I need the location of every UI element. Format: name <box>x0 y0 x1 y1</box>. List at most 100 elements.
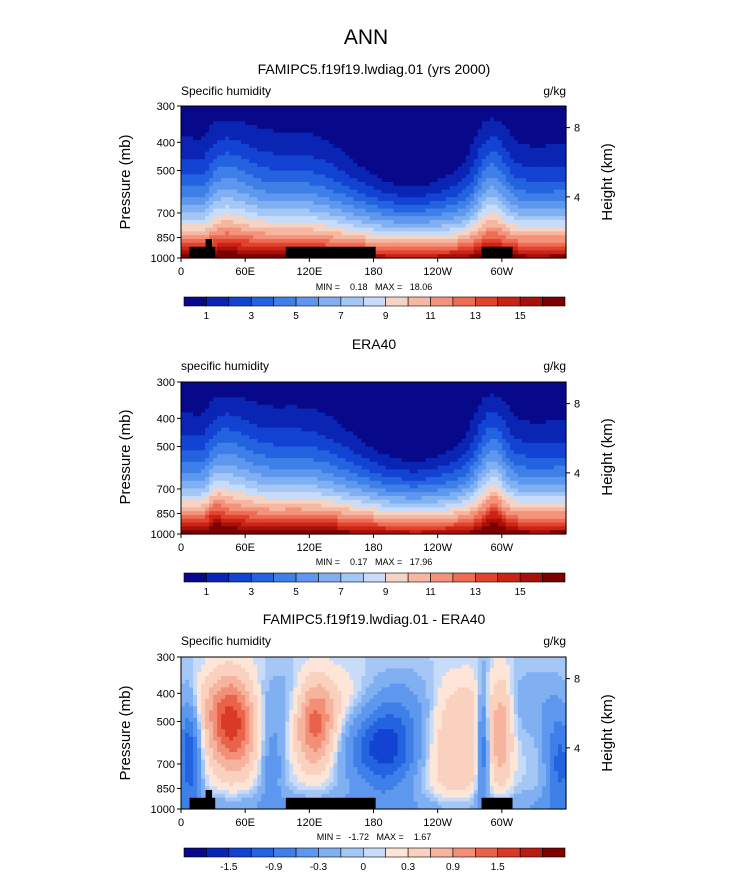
heat-cell <box>437 242 443 248</box>
heat-cell <box>537 412 543 417</box>
heat-cell <box>433 216 439 221</box>
heat-cell <box>385 163 391 168</box>
heat-cell <box>405 416 411 421</box>
heat-cell <box>441 216 447 221</box>
heat-cell <box>549 185 555 191</box>
heat-cell <box>465 420 471 425</box>
heat-cell <box>361 393 367 398</box>
heat-cell <box>437 151 443 156</box>
heat-cell <box>213 170 218 175</box>
heat-cell <box>297 185 302 191</box>
heat-cell <box>225 144 230 149</box>
heat-cell <box>305 144 310 149</box>
heat-cell <box>529 113 535 118</box>
heat-cell <box>469 109 475 115</box>
heat-cell <box>425 212 431 217</box>
heat-cell <box>341 132 347 137</box>
heat-cell <box>497 144 503 149</box>
heat-cell <box>557 109 563 115</box>
heat-cell <box>325 223 330 229</box>
heat-cell <box>217 151 222 156</box>
heat-cell <box>257 201 262 206</box>
heat-cell <box>229 201 234 206</box>
heat-cell <box>341 140 347 145</box>
heat-cell <box>445 239 451 244</box>
heat-cell <box>385 242 391 248</box>
heat-cell <box>241 132 246 137</box>
heat-cell <box>341 125 347 130</box>
heat-cell <box>453 178 459 183</box>
heat-cell <box>301 385 306 391</box>
heat-cell <box>305 132 310 137</box>
heat-cell <box>481 193 487 198</box>
heat-cell <box>417 382 423 387</box>
heat-cell <box>497 382 503 387</box>
heat-cell <box>417 113 423 118</box>
heat-cell <box>317 239 322 244</box>
heat-cell <box>401 250 407 255</box>
heat-cell <box>353 163 359 168</box>
heat-cell <box>265 420 270 425</box>
heat-cell <box>417 208 423 213</box>
heat-cell <box>429 250 435 255</box>
heat-cell <box>237 242 242 248</box>
heat-cell <box>421 208 427 213</box>
heat-cell <box>465 212 471 217</box>
heat-cell <box>541 189 547 194</box>
heat-cell <box>549 136 555 141</box>
heat-cell <box>301 235 306 240</box>
heat-cell <box>245 163 250 168</box>
heat-cell <box>201 242 206 248</box>
heat-cell <box>421 136 427 141</box>
heat-cell <box>305 155 310 160</box>
heat-cell <box>549 159 555 164</box>
heat-cell <box>405 197 411 202</box>
heat-cell <box>325 178 330 183</box>
heat-cell <box>205 109 210 115</box>
heat-cell <box>413 239 419 244</box>
heat-cell <box>253 185 258 191</box>
heat-cell <box>397 174 403 179</box>
heat-cell <box>485 163 491 168</box>
heat-cell <box>365 140 371 145</box>
heat-cell <box>469 197 475 202</box>
heat-cell <box>189 121 194 126</box>
heat-cell <box>369 174 375 179</box>
heat-cell <box>205 220 210 225</box>
heat-cell <box>497 235 503 240</box>
heat-cell <box>561 189 567 194</box>
heat-cell <box>229 382 234 387</box>
heat-cell <box>549 170 555 175</box>
heat-cell <box>401 208 407 213</box>
heat-cell <box>341 382 347 387</box>
heat-cell <box>349 393 355 398</box>
heat-cell <box>393 223 399 229</box>
heat-cell <box>365 159 371 164</box>
heat-cell <box>453 239 459 244</box>
heat-cell <box>277 408 282 413</box>
heat-cell <box>305 397 310 402</box>
heat-cell <box>553 393 559 398</box>
heat-cell <box>321 166 326 172</box>
heat-cell <box>409 170 415 175</box>
heat-cell <box>517 204 523 210</box>
heat-cell <box>485 140 491 145</box>
heat-cell <box>389 208 395 213</box>
heat-cell <box>545 125 551 130</box>
heat-cell <box>481 227 487 232</box>
heat-cell <box>465 204 471 210</box>
heat-cell <box>357 193 363 198</box>
heat-cell <box>253 231 258 236</box>
heat-cell <box>509 401 515 406</box>
heat-cell <box>185 121 190 126</box>
heat-cell <box>517 121 523 126</box>
heat-cell <box>285 423 290 429</box>
heat-cell <box>181 389 186 394</box>
heat-cell <box>373 193 379 198</box>
heat-cell <box>201 416 206 421</box>
heat-cell <box>233 408 238 413</box>
heat-cell <box>213 109 218 115</box>
heat-cell <box>561 242 567 248</box>
heat-cell <box>557 106 563 111</box>
heat-cell <box>281 397 286 402</box>
